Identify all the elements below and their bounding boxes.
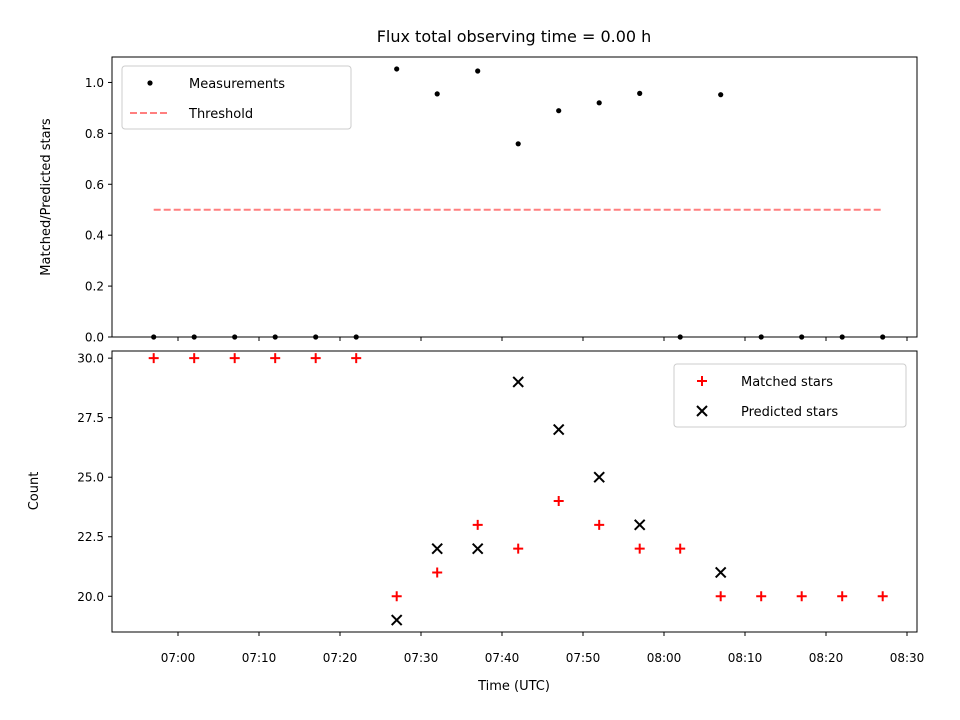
- legend-matched-swatch: [697, 376, 707, 386]
- measurement-point: [799, 334, 805, 340]
- legend-label: Threshold: [188, 107, 253, 122]
- matched-star-point: [472, 519, 483, 530]
- matched-star-point: [189, 353, 200, 364]
- ratio-legend-box: [121, 65, 352, 130]
- count-y-tick-label: 25.0: [77, 471, 104, 485]
- x-tick-label: 08:30: [890, 651, 925, 665]
- x-tick-label: 08:20: [809, 651, 844, 665]
- matched-star-point: [229, 353, 240, 364]
- matched-star-point: [553, 496, 564, 507]
- measurement-point: [596, 100, 602, 106]
- measurement-point: [758, 334, 764, 340]
- ratio-panel-frame: [111, 56, 918, 338]
- matched-star-point: [148, 353, 159, 364]
- matched-star-point: [877, 591, 888, 602]
- measurement-point: [313, 334, 319, 340]
- measurement-point: [718, 92, 724, 98]
- ratio-y-tick-label: 0.0: [85, 331, 104, 345]
- measurement-point: [475, 68, 481, 74]
- predicted-star-point: [714, 566, 727, 579]
- count-panel-frame: [111, 350, 918, 633]
- measurement-point: [191, 334, 197, 340]
- x-tick-label: 07:30: [404, 651, 439, 665]
- matched-star-point: [351, 353, 362, 364]
- legend-label: Measurements: [189, 77, 285, 92]
- predicted-star-point: [633, 519, 646, 531]
- matched-star-point: [837, 591, 848, 602]
- matched-star-point: [715, 591, 726, 602]
- count-y-tick-label: 27.5: [77, 411, 104, 425]
- legend-predicted-swatch: [696, 405, 708, 417]
- count-y-axis-label: Count: [27, 472, 42, 511]
- legend-label: Predicted stars: [741, 405, 838, 420]
- predicted-star-point: [552, 423, 565, 436]
- x-tick-label: 07:00: [161, 651, 196, 665]
- measurement-point: [880, 334, 886, 340]
- ratio-y-tick-label: 0.8: [85, 127, 104, 141]
- matched-star-point: [513, 543, 524, 554]
- x-tick-label: 07:10: [242, 651, 277, 665]
- matched-star-point: [432, 567, 443, 578]
- measurement-point: [839, 334, 845, 340]
- ratio-y-tick-label: 1.0: [85, 76, 104, 90]
- matched-star-point: [756, 591, 767, 602]
- measurement-point: [151, 334, 157, 340]
- ratio-panel: Matched/Predicted stars 0.0 0.2 0.4 0.6 0.8 1…: [39, 56, 918, 345]
- count-panel: Count Time (UTC) 07:00 07:10 07:20 07:30 07:…: [27, 350, 925, 694]
- x-tick-label: 07:40: [485, 651, 520, 665]
- matched-star-point: [391, 591, 402, 602]
- matched-star-point: [594, 519, 605, 530]
- legend-measurement-swatch: [147, 80, 153, 86]
- ratio-y-tick-label: 0.6: [85, 178, 104, 192]
- ratio-y-tick-label: 0.4: [85, 229, 104, 243]
- matched-star-point: [270, 353, 281, 364]
- count-y-tick-label: 30.0: [77, 352, 104, 366]
- measurement-point: [637, 90, 643, 96]
- x-tick-label: 08:10: [728, 651, 763, 665]
- x-tick-label: 08:00: [647, 651, 682, 665]
- predicted-star-point: [471, 542, 484, 555]
- count-legend-box: [673, 363, 907, 428]
- x-axis-label: Time (UTC): [477, 679, 550, 694]
- predicted-star-point: [512, 376, 524, 388]
- measurement-point: [677, 334, 683, 340]
- measurement-point: [232, 334, 238, 340]
- measurement-point: [353, 334, 359, 340]
- matched-star-point: [796, 591, 807, 602]
- chart-title: Flux total observing time = 0.00 h: [377, 27, 652, 46]
- predicted-star-point: [431, 542, 443, 555]
- measurement-point: [515, 141, 521, 147]
- measurement-point: [394, 66, 400, 72]
- measurement-point: [272, 334, 278, 340]
- count-y-tick-label: 22.5: [77, 530, 104, 544]
- x-tick-label: 07:20: [323, 651, 358, 665]
- count-y-tick-label: 20.0: [77, 590, 104, 604]
- ratio-y-tick-label: 0.2: [85, 280, 104, 294]
- count-legend: Matched stars Predicted stars: [673, 363, 907, 428]
- ratio-legend: Measurements Threshold: [121, 65, 352, 130]
- matched-star-point: [634, 543, 645, 554]
- predicted-star-point: [593, 471, 605, 483]
- x-tick-label: 07:50: [566, 651, 601, 665]
- ratio-y-axis-label: Matched/Predicted stars: [39, 118, 54, 276]
- matched-star-point: [310, 353, 321, 364]
- legend-label: Matched stars: [741, 375, 833, 390]
- measurement-point: [434, 91, 440, 97]
- matched-star-point: [675, 543, 686, 554]
- measurement-point: [556, 108, 562, 114]
- predicted-star-point: [390, 614, 403, 626]
